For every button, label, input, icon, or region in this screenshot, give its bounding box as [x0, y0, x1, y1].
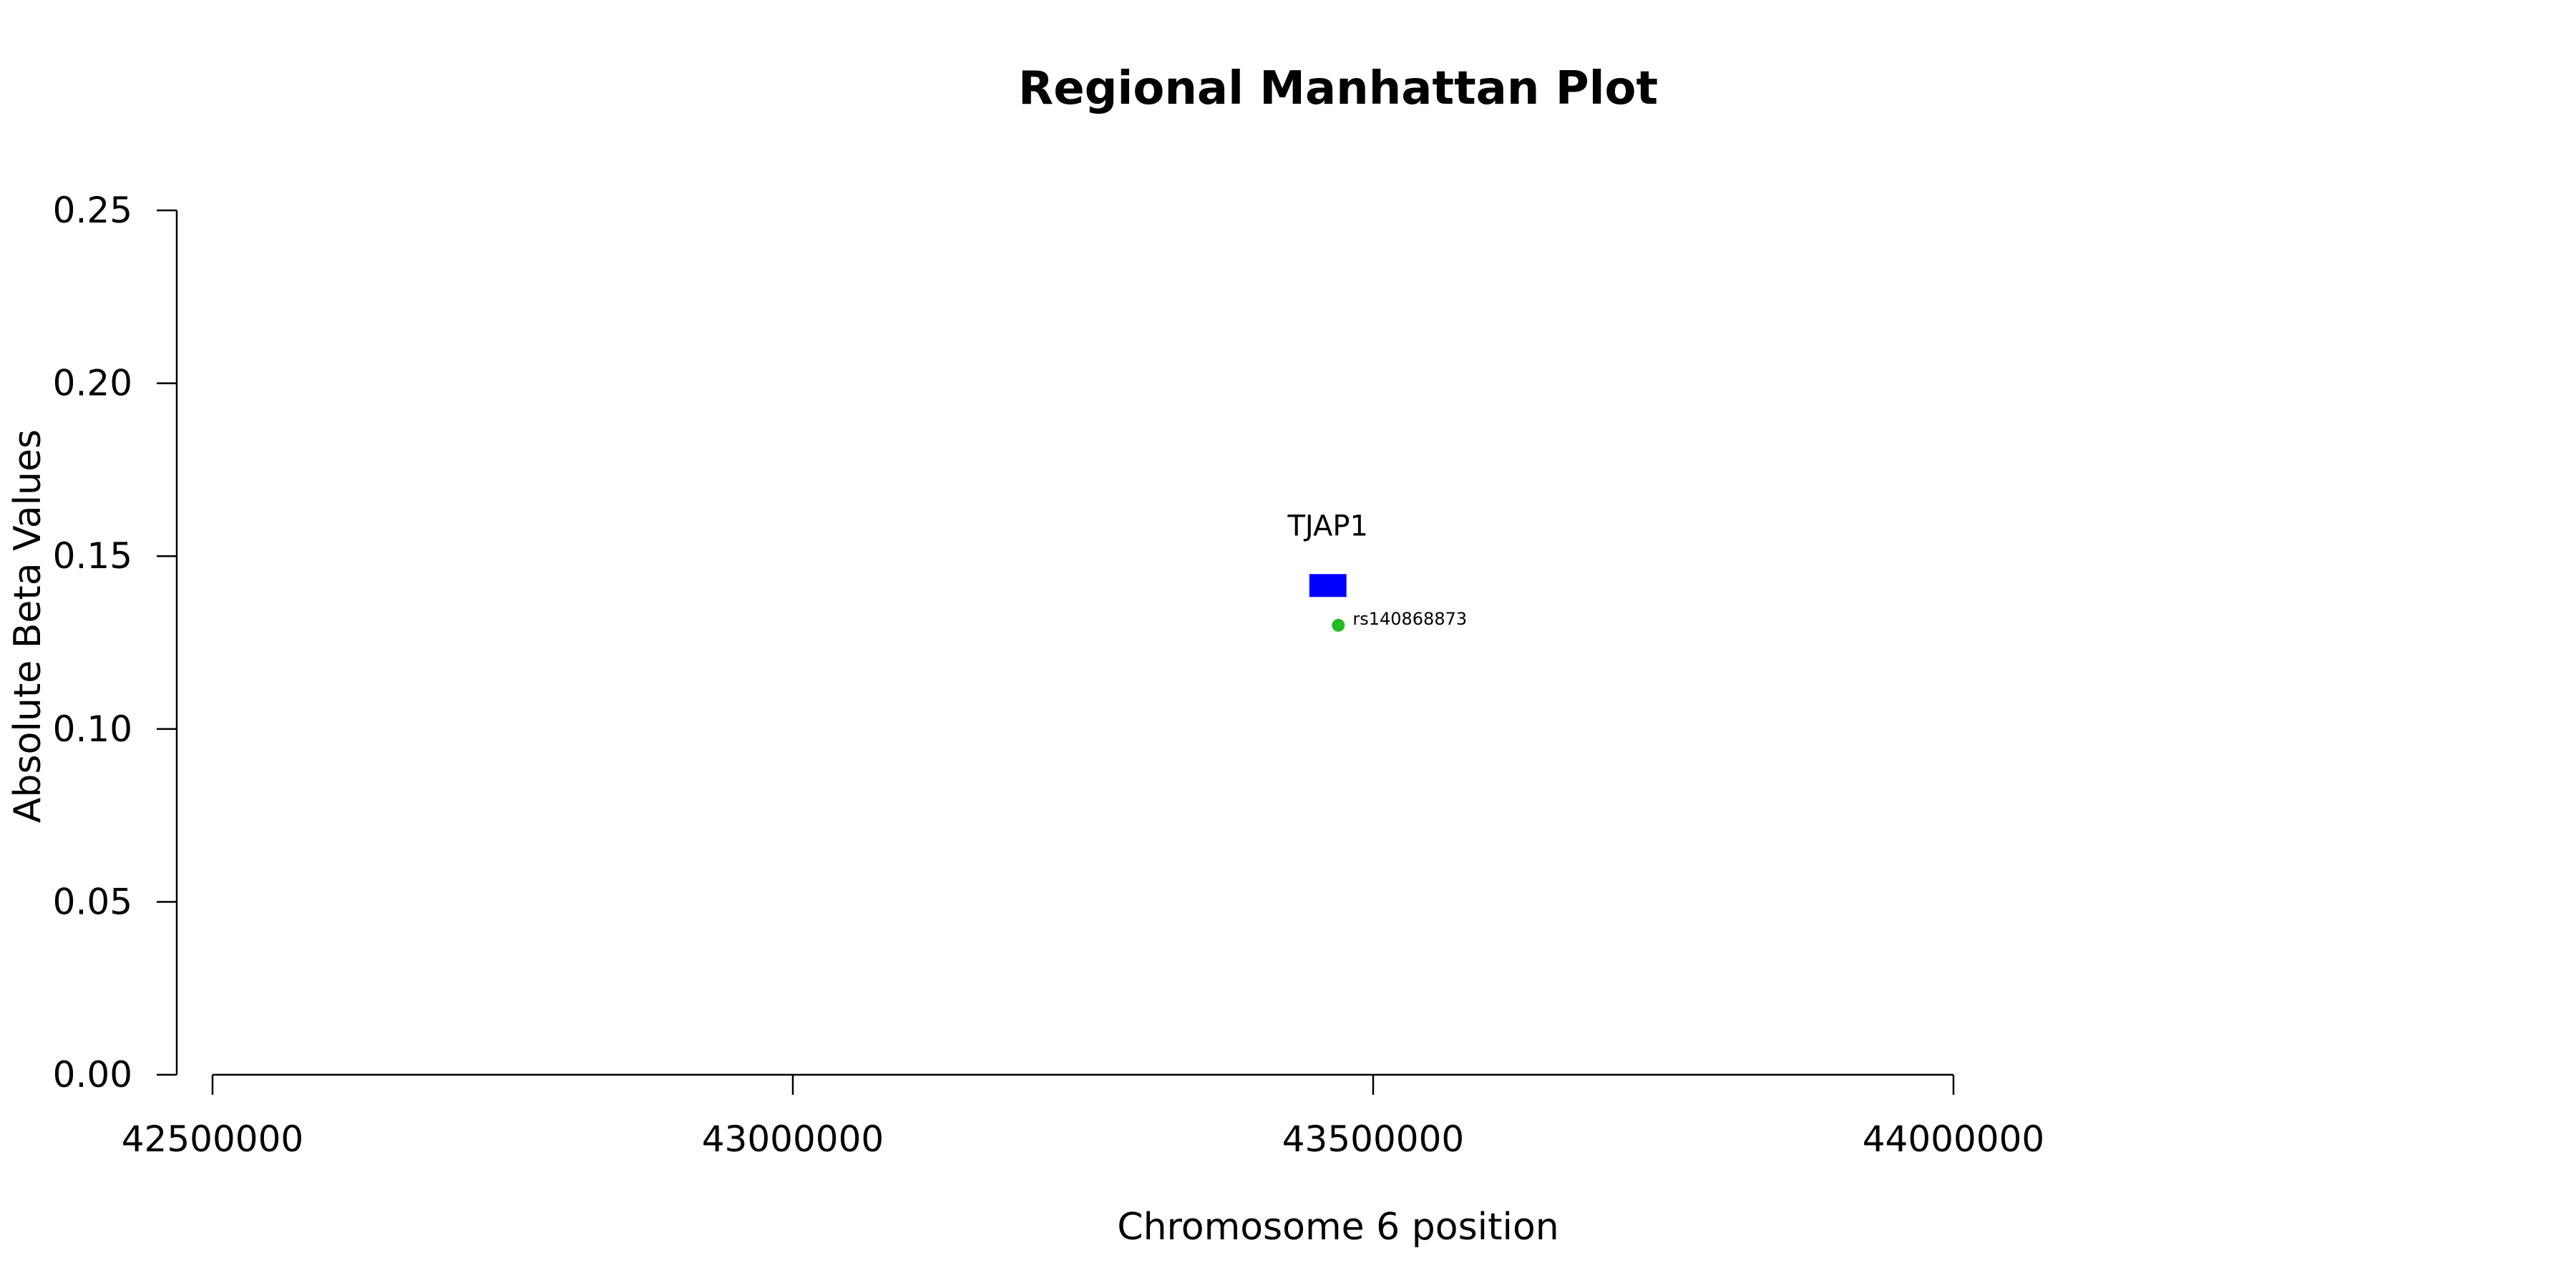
- x-tick-label: 43500000: [1282, 1118, 1465, 1160]
- x-tick-label: 43000000: [702, 1118, 884, 1160]
- snp-label: rs140868873: [1352, 609, 1467, 629]
- y-tick-label: 0.00: [53, 1054, 132, 1096]
- x-tick-label: 44000000: [1863, 1118, 2045, 1160]
- y-axis-label: Absolute Beta Values: [6, 429, 49, 823]
- chart-title: Regional Manhattan Plot: [1018, 62, 1658, 115]
- y-tick-label: 0.25: [53, 190, 132, 231]
- y-tick-label: 0.05: [53, 881, 132, 922]
- gene-bar: [1309, 574, 1347, 597]
- gene-label: TJAP1: [1287, 509, 1368, 542]
- snp-point: [1332, 618, 1345, 632]
- x-tick-label: 42500000: [122, 1118, 304, 1160]
- x-axis-label: Chromosome 6 position: [1117, 1206, 1558, 1249]
- x-axis: 42500000 43000000 43500000 44000000: [122, 1073, 2045, 1160]
- y-tick-label: 0.20: [53, 363, 132, 404]
- y-tick-label: 0.15: [53, 535, 132, 577]
- y-tick-label: 0.10: [53, 708, 132, 750]
- y-axis: 0.00 0.05 0.10 0.15 0.20 0.25: [53, 190, 178, 1096]
- plot-marks: TJAP1 rs140868873: [1287, 509, 1467, 632]
